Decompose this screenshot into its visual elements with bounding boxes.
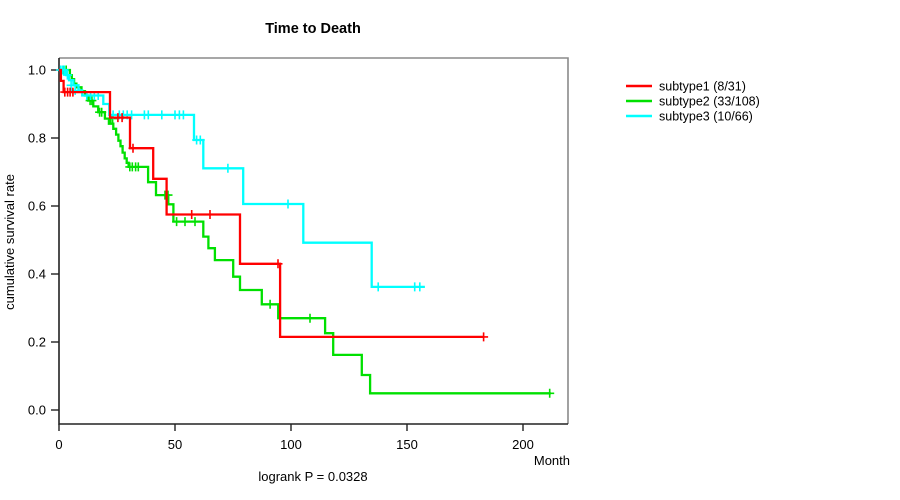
y-tick-label: 0.2 (28, 335, 46, 350)
legend-item-subtype2: subtype2 (33/108) (626, 95, 760, 109)
legend-item-subtype1: subtype1 (8/31) (626, 80, 746, 94)
chart-title: Time to Death (265, 21, 361, 37)
frame-top-right (59, 57, 569, 424)
x-tick-label: 0 (55, 437, 62, 452)
legend: subtype1 (8/31) subtype2 (33/108) subtyp… (626, 80, 760, 124)
plot-frame (58, 57, 569, 425)
legend-item-subtype3: subtype3 (10/66) (626, 110, 753, 124)
x-tick-label: 150 (396, 437, 418, 452)
x-tick-label: 100 (280, 437, 302, 452)
y-tick-label: 0.0 (28, 403, 46, 418)
censor-marks-subtype1 (60, 87, 489, 342)
km-curve-subtype3 (59, 68, 425, 289)
x-tick-label: 50 (168, 437, 182, 452)
axes-and-ticks: 0 50 100 150 200 0.0 0.2 0.4 0.6 0.8 1.0 (28, 63, 534, 453)
frame-axis-left-bottom (58, 58, 568, 425)
legend-label-subtype1: subtype1 (8/31) (659, 80, 746, 94)
y-tick-label: 0.4 (28, 267, 46, 282)
x-axis-label: Month (534, 453, 570, 468)
km-curve-subtype2 (59, 68, 551, 395)
survival-curves (56, 65, 555, 398)
y-axis-label: cumulative survival rate (2, 174, 17, 310)
legend-label-subtype3: subtype3 (10/66) (659, 110, 753, 124)
y-tick-label: 1.0 (28, 63, 46, 78)
y-tick-label: 0.6 (28, 199, 46, 214)
y-tick-label: 0.8 (28, 131, 46, 146)
x-tick-label: 200 (512, 437, 534, 452)
logrank-annotation: logrank P = 0.0328 (258, 469, 367, 484)
km-curve-subtype1 (59, 68, 485, 339)
legend-label-subtype2: subtype2 (33/108) (659, 95, 760, 109)
